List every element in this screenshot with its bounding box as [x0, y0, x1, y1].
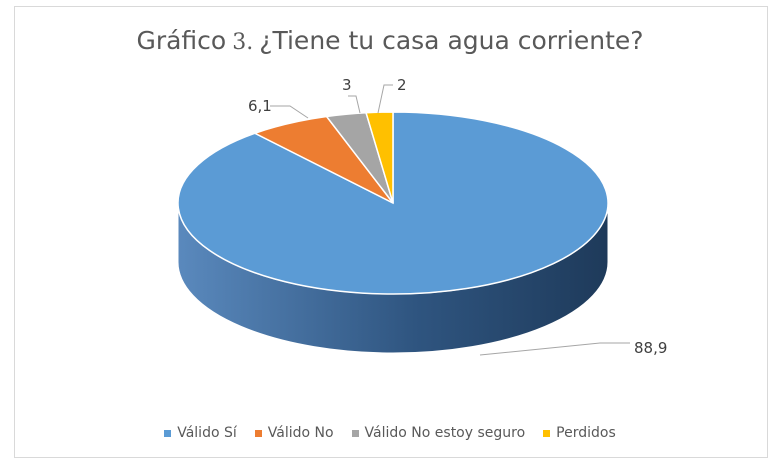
chart-title: Gráfico 3. ¿Tiene tu casa agua corriente?	[0, 26, 780, 55]
legend-swatch-no	[254, 429, 262, 437]
legend-item-no: Válido No	[254, 425, 334, 441]
legend-label-no-seguro: Válido No estoy seguro	[364, 425, 526, 441]
leader-line-no-seguro	[348, 95, 361, 114]
legend-item-no-seguro: Válido No estoy seguro	[351, 425, 526, 441]
legend-swatch-no-seguro	[351, 429, 359, 437]
data-label-perdidos: 2	[397, 76, 407, 94]
legend-label-no: Válido No	[267, 425, 334, 441]
legend-swatch-perdidos	[543, 429, 551, 437]
legend-item-si: Válido Sí	[164, 425, 237, 441]
legend-swatch-si	[164, 429, 172, 437]
legend-label-si: Válido Sí	[177, 425, 237, 441]
leader-line-no	[270, 105, 309, 119]
data-label-no: 6,1	[248, 97, 272, 115]
legend-item-perdidos: Perdidos	[543, 425, 616, 441]
title-question: ¿Tiene tu casa agua corriente?	[259, 26, 644, 55]
data-label-si: 88,9	[634, 339, 667, 357]
data-label-no-seguro: 3	[342, 76, 352, 94]
pie-slice-perdidos	[365, 111, 394, 204]
leader-line-si	[479, 342, 630, 356]
title-prefix: Gráfico	[136, 26, 227, 55]
leader-line-perdidos	[377, 84, 393, 114]
legend-label-perdidos: Perdidos	[556, 425, 616, 441]
title-number: 3.	[232, 30, 254, 55]
chart-legend: Válido Sí Válido No Válido No estoy seguro…	[0, 425, 780, 441]
